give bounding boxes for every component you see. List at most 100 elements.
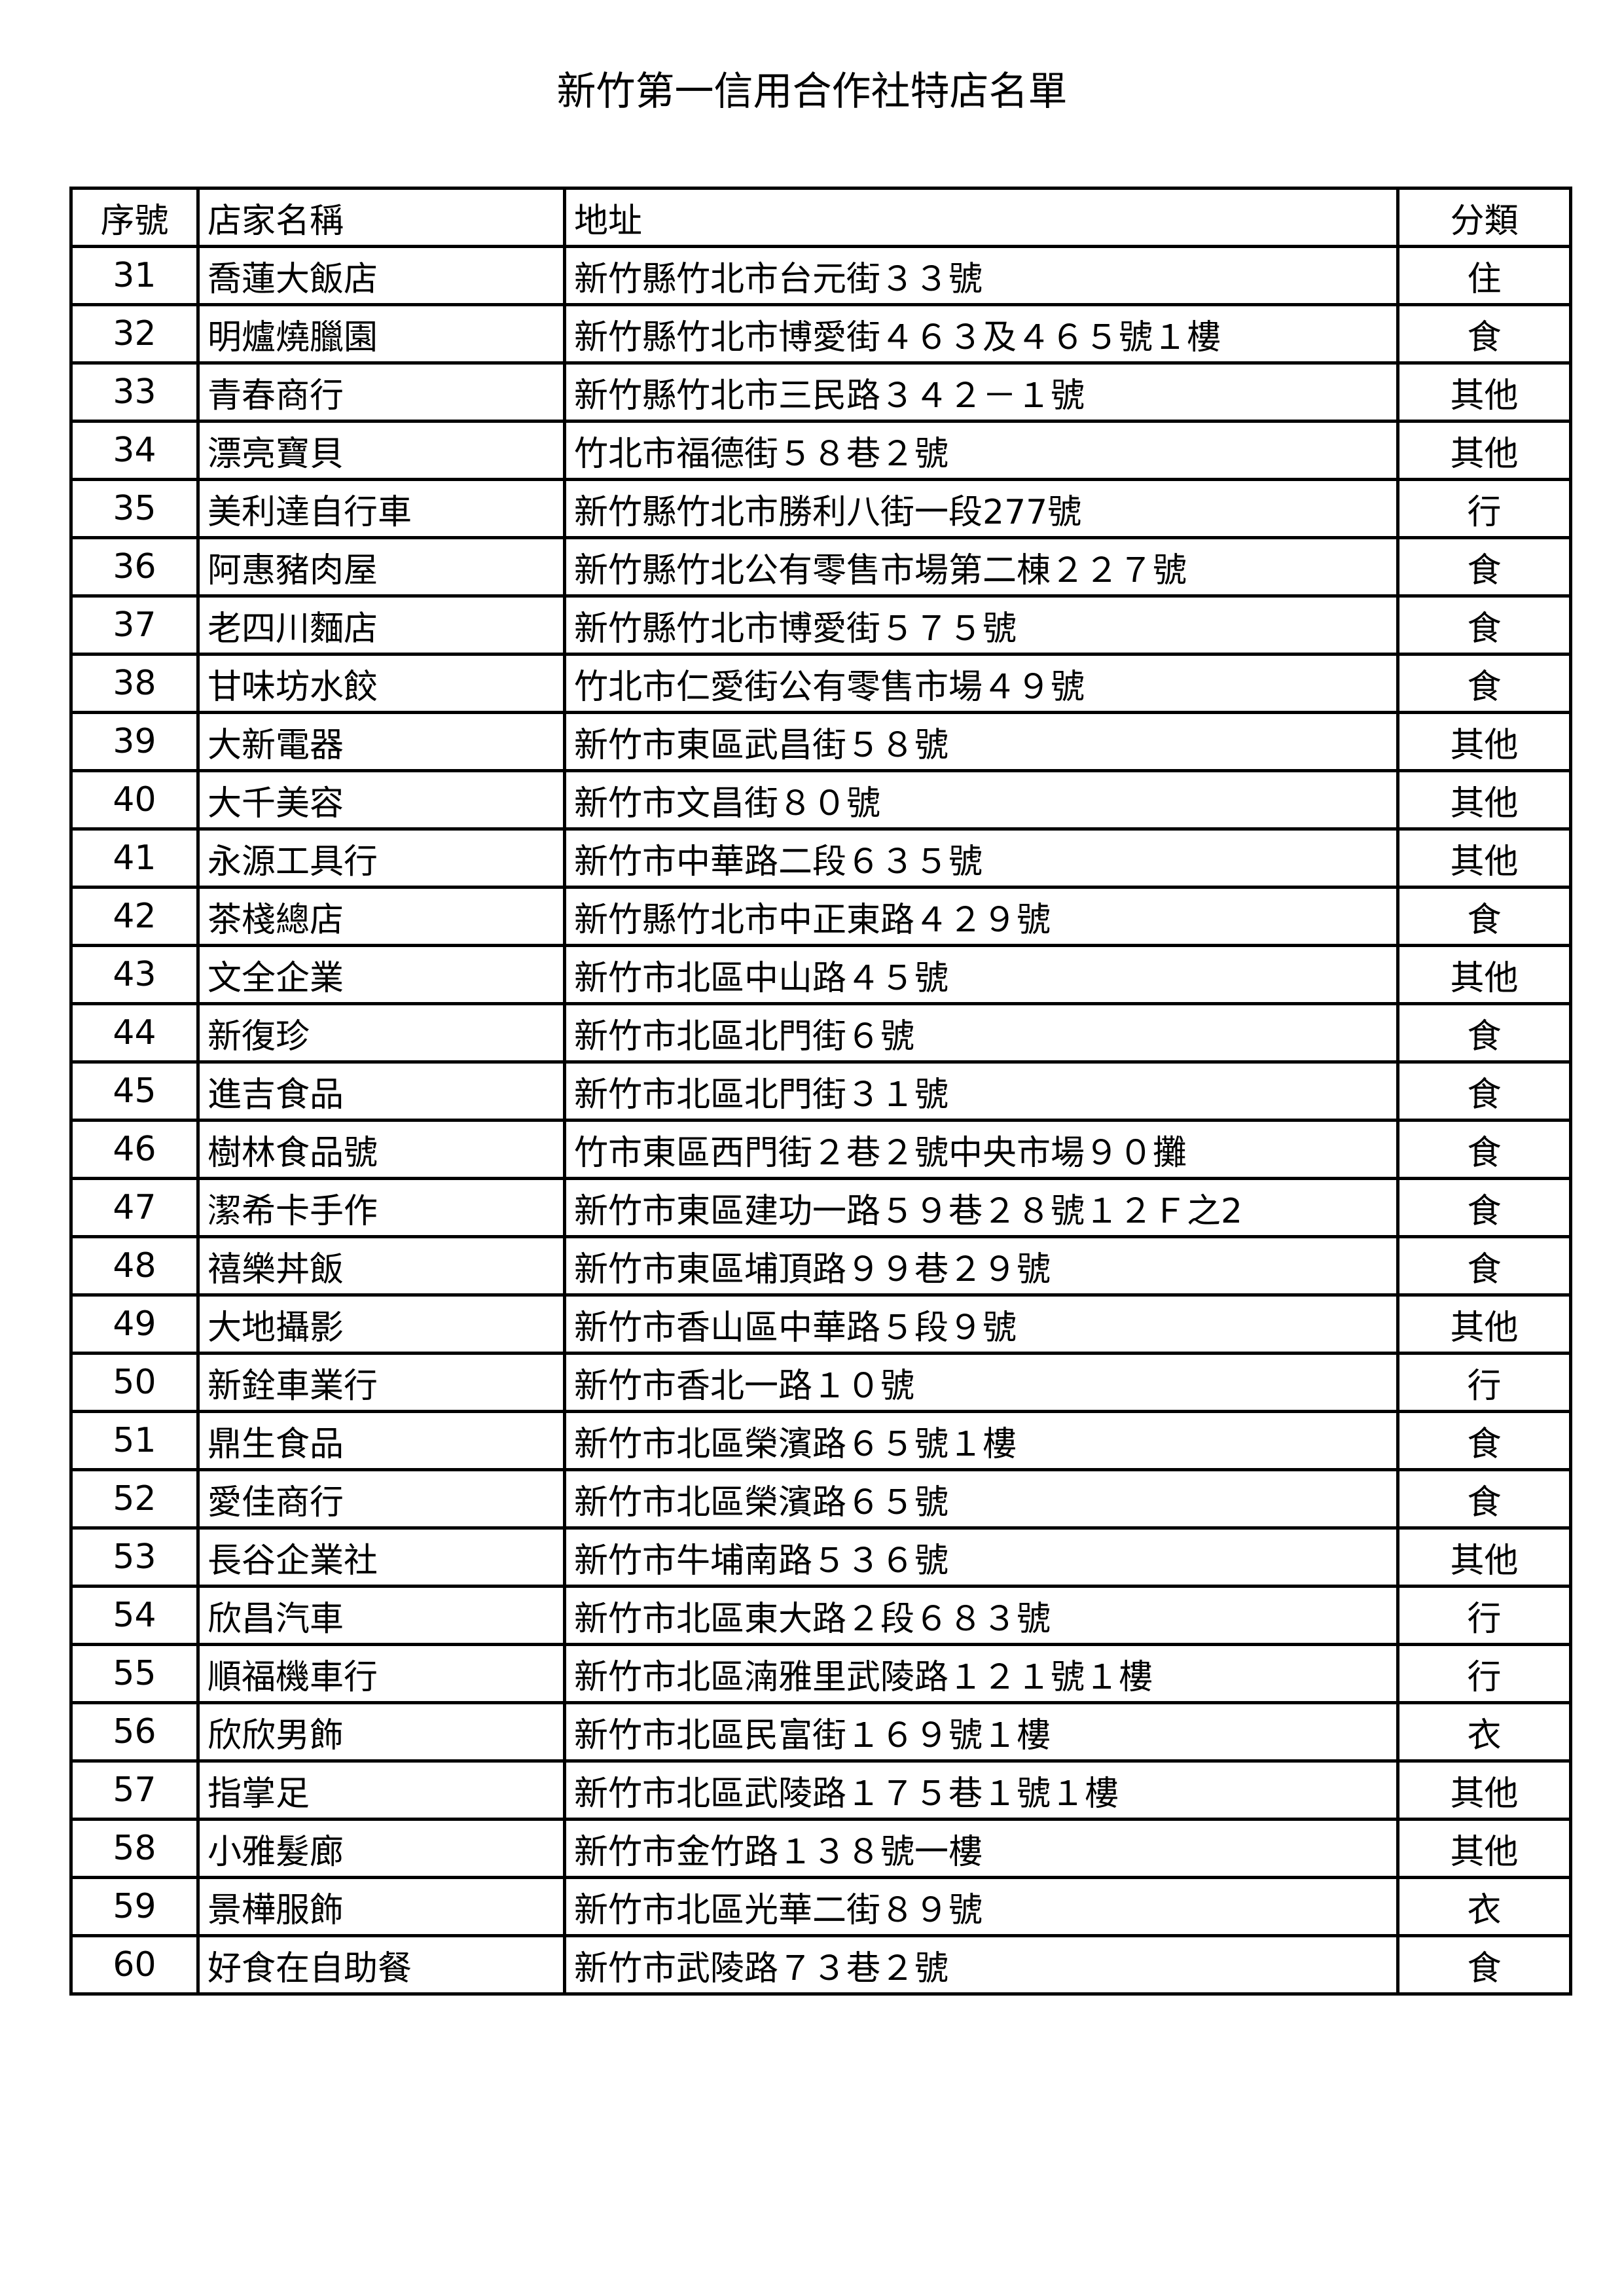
store-name: 青春商行 [196,361,566,423]
row-number: 36 [69,536,200,598]
row-number: 59 [69,1876,200,1937]
store-name: 阿惠豬肉屋 [196,536,566,598]
row-number: 58 [69,1818,200,1879]
category: 行 [1396,478,1572,539]
store-name: 永源工具行 [196,827,566,889]
store-name: 欣欣男飾 [196,1701,566,1763]
address: 竹北市福德街５８巷２號 [563,420,1399,481]
table-header-row: 序號 店家名稱 地址 分類 [69,187,1572,248]
category: 食 [1396,1235,1572,1297]
store-name: 美利達自行車 [196,478,566,539]
row-number: 39 [69,711,200,772]
row-number: 56 [69,1701,200,1763]
header-number: 序號 [69,187,200,248]
category: 衣 [1396,1876,1572,1937]
row-number: 31 [69,245,200,306]
table-row: 40 大千美容 新竹市文昌街８０號 其他 [69,769,1572,831]
table-row: 56 欣欣男飾 新竹市北區民富街１６９號１樓衣 [69,1701,1572,1763]
table-row: 36 阿惠豬肉屋 新竹縣竹北公有零售市場第二棟２２７號食 [69,536,1572,598]
category: 衣 [1396,1701,1572,1763]
category: 其他 [1396,769,1572,831]
category: 食 [1396,1410,1572,1471]
store-name: 樹林食品號 [196,1119,566,1180]
table-row: 52 愛佳商行 新竹市北區榮濱路６５號食 [69,1468,1572,1530]
row-number: 48 [69,1235,200,1297]
table-row: 50 新銓車業行 新竹市香北一路１０號行 [69,1352,1572,1413]
category: 住 [1396,245,1572,306]
address: 新竹市北區東大路２段６８３號 [563,1585,1399,1646]
store-name: 新復珍 [196,1002,566,1064]
store-name: 景樺服飾 [196,1876,566,1937]
table-row: 31 喬蓮大飯店 新竹縣竹北市台元街３３號住 [69,245,1572,306]
table-row: 55 順福機車行 新竹市北區湳雅里武陵路１２１號１樓行 [69,1643,1572,1704]
table-row: 42 茶棧總店 新竹縣竹北市中正東路４２９號食 [69,886,1572,947]
address: 新竹市北區榮濱路６５號１樓 [563,1410,1399,1471]
store-name: 進吉食品 [196,1060,566,1122]
category: 行 [1396,1643,1572,1704]
address: 新竹縣竹北市台元街３３號 [563,245,1399,306]
row-number: 42 [69,886,200,947]
row-number: 44 [69,1002,200,1064]
table-row: 43 文全企業 新竹市北區中山路４５號 其他 [69,944,1572,1005]
address: 新竹市香山區中華路５段９號 [563,1293,1399,1355]
store-name: 甘味坊水餃 [196,653,566,714]
address: 新竹市北區民富街１６９號１樓 [563,1701,1399,1763]
table-row: 53 長谷企業社 新竹市牛埔南路５３６號 其他 [69,1526,1572,1588]
address: 新竹市北區光華二街８９號 [563,1876,1399,1937]
category: 其他 [1396,827,1572,889]
store-name: 指掌足 [196,1759,566,1821]
address: 新竹市北區中山路４５號 [563,944,1399,1005]
row-number: 35 [69,478,200,539]
address: 新竹市北區湳雅里武陵路１２１號１樓 [563,1643,1399,1704]
store-name: 明爐燒臘園 [196,303,566,365]
store-name: 欣昌汽車 [196,1585,566,1646]
table-row: 37 老四川麵店 新竹縣竹北市博愛街５７５號食 [69,594,1572,656]
row-number: 52 [69,1468,200,1530]
category: 食 [1396,1060,1572,1122]
table-row: 51 鼎生食品 新竹市北區榮濱路６５號１樓食 [69,1410,1572,1471]
address: 竹北市仁愛街公有零售市場４９號 [563,653,1399,714]
store-name: 禧樂丼飯 [196,1235,566,1297]
table-row: 45 進吉食品 新竹市北區北門街３１號食 [69,1060,1572,1122]
category: 食 [1396,1119,1572,1180]
row-number: 50 [69,1352,200,1413]
address: 新竹市北區榮濱路６５號 [563,1468,1399,1530]
category: 食 [1396,1002,1572,1064]
table-row: 44 新復珍 新竹市北區北門街６號食 [69,1002,1572,1064]
store-name: 順福機車行 [196,1643,566,1704]
row-number: 34 [69,420,200,481]
address: 新竹縣竹北市博愛街５７５號 [563,594,1399,656]
category: 其他 [1396,944,1572,1005]
merchant-table: 序號 店家名稱 地址 分類 31 喬蓮大飯店 新竹縣竹北市台元街３３號住 32 明爐燒臘… [69,187,1572,1996]
table-row: 47 潔希卡手作 新竹市東區建功一路５９巷２８號１２Ｆ之2 食 [69,1177,1572,1238]
store-name: 漂亮寶貝 [196,420,566,481]
table-row: 54 欣昌汽車 新竹市北區東大路２段６８３號行 [69,1585,1572,1646]
row-number: 49 [69,1293,200,1355]
store-name: 長谷企業社 [196,1526,566,1588]
store-name: 大地攝影 [196,1293,566,1355]
header-category: 分類 [1396,187,1572,248]
category: 其他 [1396,1759,1572,1821]
category: 食 [1396,594,1572,656]
row-number: 41 [69,827,200,889]
category: 食 [1396,653,1572,714]
address: 新竹市東區建功一路５９巷２８號１２Ｆ之2 [563,1177,1399,1238]
store-name: 好食在自助餐 [196,1934,566,1996]
category: 食 [1396,303,1572,365]
table-row: 60 好食在自助餐 新竹市武陵路７３巷２號食 [69,1934,1572,1996]
store-name: 新銓車業行 [196,1352,566,1413]
row-number: 45 [69,1060,200,1122]
table-row: 33 青春商行 新竹縣竹北市三民路３４２－１號 其他 [69,361,1572,423]
address: 新竹市北區武陵路１７５巷１號１樓 [563,1759,1399,1821]
store-name: 愛佳商行 [196,1468,566,1530]
table-row: 48 禧樂丼飯 新竹市東區埔頂路９９巷２９號食 [69,1235,1572,1297]
address: 新竹市中華路二段６３５號 [563,827,1399,889]
category: 其他 [1396,1293,1572,1355]
address: 新竹縣竹北市博愛街４６３及４６５號１樓 [563,303,1399,365]
category: 食 [1396,536,1572,598]
page-title: 新竹第一信用合作社特店名單 [556,69,1068,115]
row-number: 37 [69,594,200,656]
category: 食 [1396,1934,1572,1996]
address: 新竹市文昌街８０號 [563,769,1399,831]
header-address: 地址 [563,187,1399,248]
